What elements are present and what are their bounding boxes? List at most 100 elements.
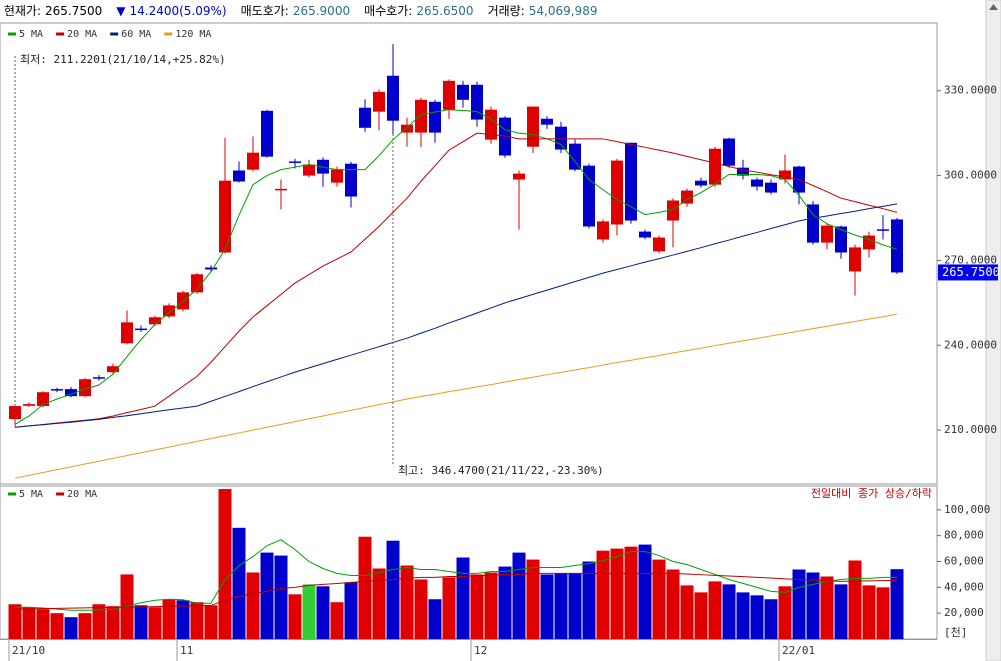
current-price-label: 265.7500 — [942, 265, 1000, 279]
x-tick-label: 21/10 — [12, 644, 45, 657]
volume-bar — [498, 566, 512, 639]
volume-bar — [162, 599, 176, 639]
volume-ma-line — [15, 539, 897, 611]
volume-bar — [8, 604, 22, 639]
volume-bar — [134, 605, 148, 639]
volume-bar — [386, 540, 400, 639]
y-tick-label: 40,000 — [944, 580, 984, 593]
candle-body — [821, 225, 833, 243]
candle-body — [583, 165, 595, 227]
candle-body — [23, 404, 35, 406]
candle-body — [471, 84, 483, 120]
y-tick-label: 240.0000 — [944, 338, 997, 351]
candle-body — [527, 106, 539, 147]
y-tick-label: 210.0000 — [944, 423, 997, 436]
volume-bar — [78, 613, 92, 639]
volume-bar — [92, 604, 106, 639]
volume-bar — [624, 546, 638, 639]
candle-body — [191, 274, 203, 293]
candle-body — [401, 124, 413, 133]
volume-bar — [820, 576, 834, 639]
candle-body — [877, 229, 889, 231]
volume-bar — [274, 555, 288, 639]
candle-body — [653, 237, 665, 252]
volume-bar — [694, 592, 708, 639]
legend-label: 5 MA — [19, 29, 43, 40]
legend-label: 5 MA — [19, 489, 43, 500]
volume-bar — [456, 557, 470, 639]
volume-bar — [484, 572, 498, 639]
volume-bar — [148, 607, 162, 639]
volume-bar — [876, 587, 890, 639]
scroll-up-arrow[interactable] — [989, 4, 998, 10]
ma-line — [14, 313, 898, 479]
volume-bar — [582, 561, 596, 639]
candle-body — [233, 170, 245, 182]
volume-bar — [260, 552, 274, 639]
candle-body — [695, 180, 707, 186]
candle-body — [289, 161, 301, 163]
candle-body — [443, 80, 455, 110]
candle-body — [345, 163, 357, 197]
volume-bar — [778, 586, 792, 639]
volume-bar — [610, 548, 624, 639]
volume-bar — [596, 550, 610, 639]
quote-value: 265.9000 — [292, 4, 351, 18]
quote-value: 265.7500 — [45, 4, 103, 18]
candle-body — [835, 226, 847, 253]
low-annotation: 최저: 211.2201(21/10/14,+25.82%) — [20, 53, 226, 66]
y-tick-label: 100,000 — [944, 503, 990, 516]
volume-bar — [512, 552, 526, 639]
volume-bar — [806, 572, 820, 639]
volume-bar — [666, 569, 680, 639]
ma-line — [14, 203, 898, 428]
volume-unit: [천] — [944, 625, 967, 639]
candle-body — [681, 190, 693, 204]
candle-body — [37, 392, 49, 407]
candle-body — [513, 173, 525, 180]
volume-bar — [848, 560, 862, 639]
volume-bar — [36, 609, 50, 639]
volume-bar — [302, 584, 316, 639]
volume-bar — [50, 613, 64, 639]
price-pane — [0, 22, 938, 485]
legend-label: 60 MA — [121, 29, 151, 40]
volume-bar — [526, 559, 540, 639]
candle-body — [891, 219, 903, 273]
current-price-box — [938, 264, 998, 281]
volume-bar — [414, 579, 428, 639]
quote-value: 14.2400(5.09%) — [129, 4, 227, 18]
candle-body — [457, 84, 469, 100]
volume-bar — [862, 585, 876, 639]
x-tick-label: 22/01 — [782, 644, 815, 657]
candle-body — [807, 204, 819, 243]
volume-bar — [834, 584, 848, 639]
legend-label: 20 MA — [67, 29, 97, 40]
volume-note: 전일대비 종가 상승/하락 — [811, 486, 932, 500]
candle-body — [639, 231, 651, 238]
volume-bar — [106, 606, 120, 639]
legend-label: 20 MA — [67, 489, 97, 500]
y-tick-label: 300.0000 — [944, 169, 997, 182]
scrollbar[interactable] — [985, 0, 1001, 661]
quote-value: 265.6500 — [416, 4, 474, 18]
volume-bar — [428, 599, 442, 639]
candle-body — [163, 305, 175, 317]
volume-bar — [22, 607, 36, 639]
quote-label: 매수호가: — [364, 4, 413, 18]
volume-bar — [176, 600, 190, 639]
volume-bar — [470, 574, 484, 639]
volume-bar — [708, 581, 722, 639]
candle-body — [79, 379, 91, 397]
volume-bar — [190, 602, 204, 639]
candle-body — [723, 138, 735, 166]
quote-bar: 현재가: 265.7500 ▼ 14.2400(5.09%) 매도호가: 265.9000… — [0, 0, 985, 22]
x-tick-label: 11 — [180, 644, 193, 657]
quote-value: 54,069,989 — [528, 4, 598, 18]
y-tick-label: 80,000 — [944, 529, 984, 542]
volume-bar — [638, 544, 652, 639]
candle-body — [107, 366, 119, 373]
volume-bar — [358, 536, 372, 639]
candle-body — [429, 101, 441, 133]
